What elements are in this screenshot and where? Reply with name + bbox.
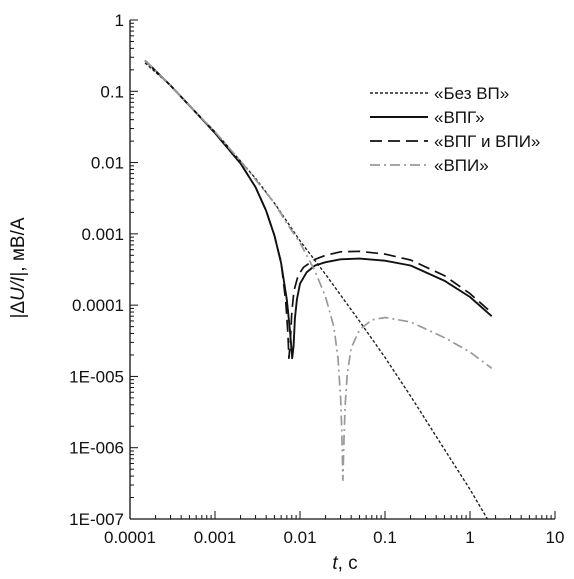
- series-line-3: [144, 59, 493, 482]
- x-tick-label: 0.0001: [104, 528, 156, 547]
- plot-lines: [144, 59, 493, 520]
- y-tick-label: 0.1: [100, 82, 124, 101]
- y-tick-label: 1E-005: [69, 367, 124, 386]
- y-tick-label: 1: [115, 11, 124, 30]
- legend-label-0: «Без ВП»: [434, 84, 509, 103]
- series-line-2: [144, 59, 493, 360]
- y-tick-label: 1E-006: [69, 439, 124, 458]
- y-tick-label: 0.001: [81, 225, 124, 244]
- x-tick-label: 0.01: [283, 528, 316, 547]
- axis-titles: t, с |ΔU/I|, мВ/А: [8, 217, 358, 574]
- legend-label-2: «ВПГ и ВПИ»: [434, 132, 540, 151]
- axes: 0.0001 0.001 0.01 0.1 1 10 1 0.1 0.01 0.001 0.0001…: [69, 11, 564, 547]
- series-line-1: [144, 59, 493, 360]
- legend-label-1: «ВПГ»: [434, 108, 485, 127]
- y-tick-label: 1E-007: [69, 510, 124, 529]
- x-axis-title: t, с: [332, 553, 357, 574]
- x-tick-label: 0.001: [194, 528, 237, 547]
- x-tick-label: 10: [546, 528, 565, 547]
- legend: «Без ВП» «ВПГ» «ВПГ и ВПИ» «ВПИ»: [370, 84, 540, 175]
- y-tick-label: 0.0001: [72, 296, 124, 315]
- y-axis-title: |ΔU/I|, мВ/А: [8, 217, 29, 318]
- x-tick-label: 1: [465, 528, 474, 547]
- legend-label-3: «ВПИ»: [434, 156, 489, 175]
- y-tick-label: 0.01: [91, 154, 124, 173]
- x-tick-label: 0.1: [373, 528, 397, 547]
